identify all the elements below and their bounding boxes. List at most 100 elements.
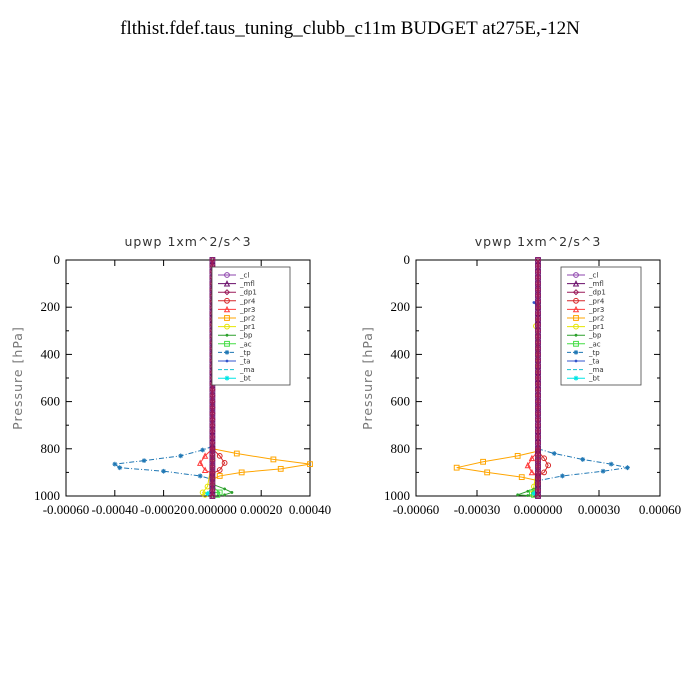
data-point [534,327,542,334]
legend-entry: _bt [567,375,600,383]
data-point [209,386,216,393]
legend-entry: _ac [218,340,252,348]
data-point [534,256,542,264]
data-point [238,469,245,476]
data-point [209,422,216,429]
legend-label: _dp1 [588,289,606,297]
data-point [307,461,313,468]
data-point [209,416,216,423]
legend-entry: _mfl [218,280,255,288]
data-point [209,398,216,405]
data-point [209,486,216,494]
data-point [196,459,204,466]
data-point [209,469,216,476]
y-tick-label: 600 [391,394,411,409]
series-line [113,445,213,480]
x-tick-label: -0.00020 [140,502,187,517]
data-point [216,452,223,459]
data-point [277,465,284,472]
data-point [534,469,542,476]
data-point [209,427,216,435]
data-point [534,333,542,340]
legend-entry: _tp [567,349,600,357]
series-line [517,486,539,497]
data-point [541,469,547,476]
data-point [233,450,240,457]
data-point [216,473,223,479]
data-point [518,474,525,481]
data-point [178,453,184,459]
data-point [534,280,542,287]
legend-label: _ma [588,366,604,374]
data-point [524,461,532,469]
data-point [270,456,277,463]
legend-entry: _dp1 [218,289,257,297]
data-point [534,433,542,441]
legend-marker [573,375,579,381]
data-point [534,457,542,464]
legend-label: _bp [239,332,253,340]
legend: _cl_mfl_dp1_pr4_pr3_pr2_pr1_bp_ac_tp_ta_… [560,266,642,386]
data-point [534,374,542,382]
legend-label: _pr4 [239,297,256,305]
x-tick-label: -0.00060 [393,502,440,517]
data-point [209,451,216,458]
y-tick-label: 600 [41,394,61,409]
data-point [223,493,227,497]
legend-entry: _bt [218,375,251,383]
legend-label: _cl [239,272,249,280]
legend-label: _pr1 [588,323,604,331]
data-point [480,458,487,465]
legend-label: _cl [588,272,598,280]
legend-marker [223,289,231,296]
data-point [534,392,542,399]
data-point [200,447,206,453]
legend-marker [224,340,230,347]
series-pr2 [453,448,541,484]
data-point [209,445,216,452]
data-point [532,301,536,304]
panel-upwp: upwp 1xm^2/s^3 Pressure [hPa] 0 200 400 600 80… [10,234,331,517]
legend-entry: _pr4 [218,297,256,305]
legend-label: _ta [239,358,251,366]
legend-entry: _pr1 [567,323,604,331]
y-tick-label: 1000 [384,488,410,503]
legend-marker [224,297,230,304]
legend-entry: _cl [567,272,598,280]
data-point [534,268,542,275]
y-tick-label: 800 [391,441,411,456]
legend-entry: _ma [567,366,604,374]
data-point [209,410,216,417]
y-tick-label: 800 [41,441,61,456]
data-point [534,363,542,370]
data-point [453,464,460,471]
legend-label: _bp [588,332,602,340]
data-point [534,463,542,470]
data-point [534,368,542,376]
data-point [534,339,542,346]
legend-entry: _pr3 [567,305,604,314]
data-point [209,439,216,447]
y-tick-label: 0 [404,252,411,267]
legend-marker [573,315,579,321]
data-point [534,427,542,435]
legend: _cl_mfl_dp1_pr4_pr3_pr2_pr1_bp_ac_tp_ta_… [211,266,291,386]
legend-label: _pr2 [588,315,604,323]
legend-entry: _ma [218,366,255,374]
data-point [531,491,537,497]
legend-marker [572,280,580,287]
panel-vpwp: vpwp 1xm^2/s^3 Pressure [hPa] 0 200 400 600 80… [360,234,681,517]
series-line [212,448,311,480]
x-tick-label: 0.00060 [639,502,681,517]
legend-entry: _ta [567,358,600,366]
data-point [534,486,542,494]
data-point [526,489,530,493]
data-point [484,469,491,476]
y-tick-label: 400 [391,346,411,361]
legend-marker [225,359,229,363]
data-point [534,262,542,270]
data-point [230,491,234,494]
x-tick-label: -0.00030 [454,502,501,517]
legend-label: _dp1 [239,289,257,297]
y-tick-label: 200 [391,299,411,314]
